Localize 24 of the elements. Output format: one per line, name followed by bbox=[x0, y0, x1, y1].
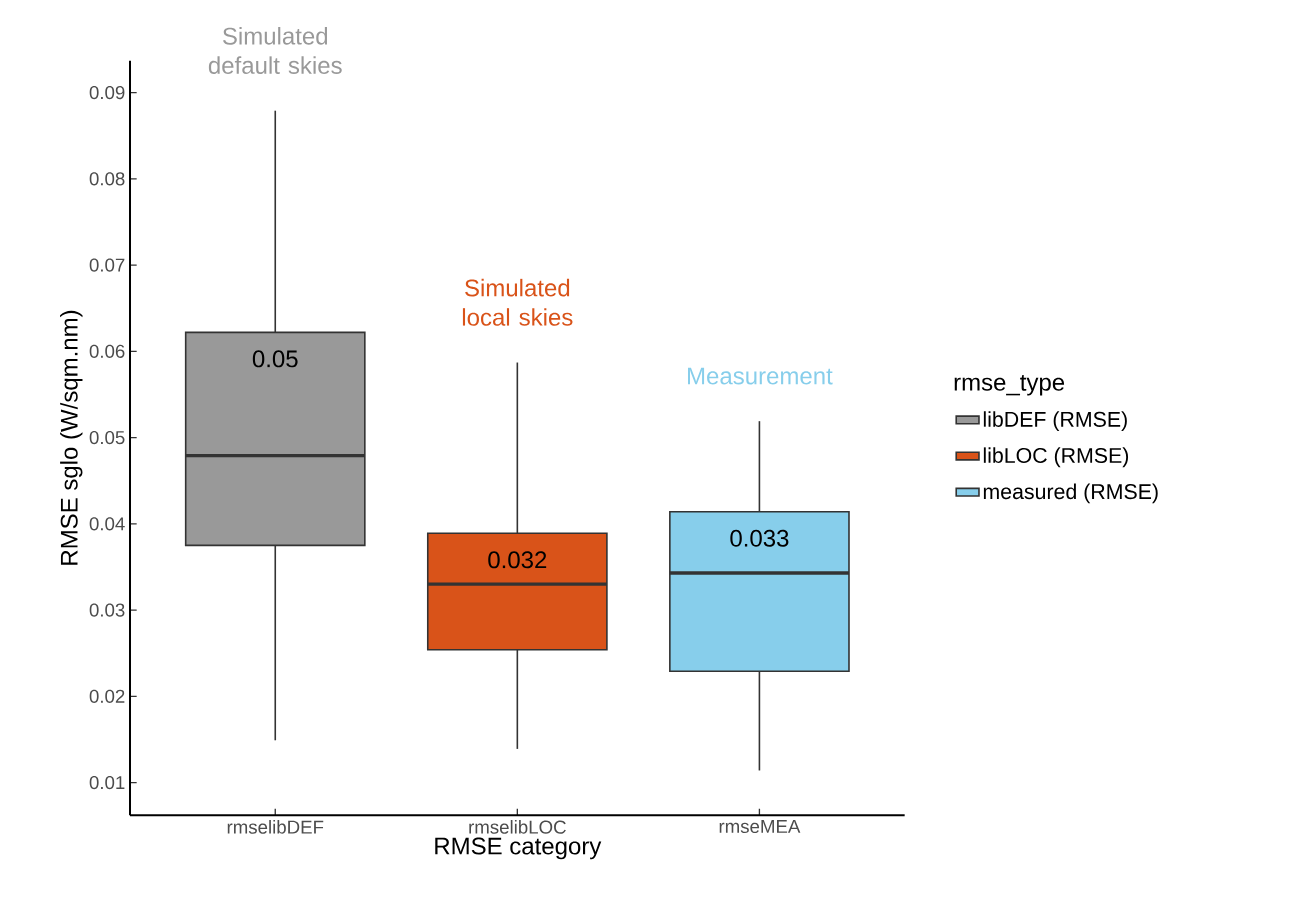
annotation: 0.032 bbox=[488, 551, 547, 569]
x-tick-label: rmselibDEF bbox=[227, 820, 324, 834]
y-tick-label: 0.05 bbox=[89, 430, 125, 445]
x-axis-title: RMSE category bbox=[435, 837, 602, 860]
legend-label: measured (RMSE) bbox=[983, 483, 1158, 504]
annotation: 0.033 bbox=[730, 529, 789, 547]
annotation: Measurement bbox=[688, 367, 833, 385]
y-tick-label: 0.01 bbox=[89, 775, 125, 790]
legend-label: libDEF (RMSE) bbox=[983, 411, 1127, 432]
x-tick-label: rmselibLOC bbox=[469, 820, 566, 834]
x-tick-label: rmseMEA bbox=[719, 820, 801, 834]
legend-label: libLOC (RMSE) bbox=[983, 447, 1129, 468]
y-tick-label: 0.03 bbox=[89, 603, 125, 617]
y-tick-label: 0.06 bbox=[89, 344, 125, 358]
y-tick-label: 0.04 bbox=[89, 517, 125, 531]
y-tick-label: 0.09 bbox=[89, 85, 125, 100]
y-tick-label: 0.02 bbox=[89, 689, 125, 703]
annotation: Simulated local skies bbox=[462, 278, 573, 326]
y-tick-label: 0.07 bbox=[89, 258, 125, 272]
annotation: 0.05 bbox=[252, 350, 298, 368]
y-axis-title: RMSE sglo (W/sqm.nm) bbox=[60, 310, 83, 565]
y-tick-label: 0.08 bbox=[89, 172, 125, 186]
annotation: Simulated default skies bbox=[208, 27, 342, 74]
legend-title: rmse_type bbox=[954, 375, 1065, 396]
